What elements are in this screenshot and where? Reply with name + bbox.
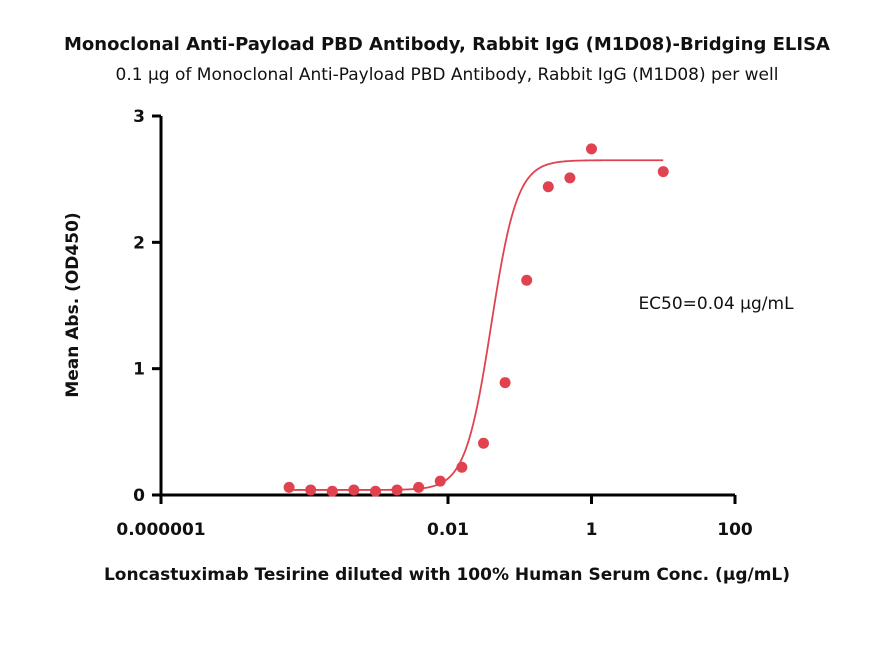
data-point (370, 485, 382, 497)
y-tick-label: 1 (133, 360, 145, 380)
x-tick-label: 0.000001 (116, 520, 205, 540)
data-point (456, 461, 468, 473)
fit-curve (289, 159, 664, 491)
data-point (283, 481, 295, 493)
y-tick-label: 0 (133, 486, 145, 506)
data-points-layer (283, 143, 669, 497)
data-point (657, 166, 669, 178)
data-point (305, 484, 317, 496)
data-point (521, 274, 533, 286)
data-point (391, 484, 403, 496)
data-point (434, 475, 446, 487)
data-point (478, 437, 490, 449)
data-point (326, 485, 338, 497)
data-point (413, 481, 425, 493)
y-tick-label: 2 (133, 233, 145, 253)
fit-curve-layer (289, 159, 664, 491)
chart-title: Monoclonal Anti-Payload PBD Antibody, Ra… (64, 34, 830, 55)
x-tick-label: 100 (717, 520, 753, 540)
ec50-annotation: EC50=0.04 µg/mL (638, 294, 794, 314)
chart-subtitle: 0.1 µg of Monoclonal Anti-Payload PBD An… (116, 65, 779, 85)
data-point (586, 143, 597, 155)
x-tick-label: 0.01 (427, 520, 469, 540)
y-axis-title: Mean Abs. (OD450) (63, 212, 83, 397)
x-tick-label: 1 (586, 520, 598, 540)
data-point (542, 181, 554, 193)
data-point (564, 172, 576, 184)
data-point (348, 484, 360, 496)
data-point (499, 377, 511, 389)
x-axis: 0.000001 0.01 1 100 (116, 493, 753, 540)
x-axis-title: Loncastuximab Tesirine diluted with 100%… (104, 565, 790, 585)
y-tick-label: 3 (133, 107, 145, 127)
y-axis: 0 1 2 3 (133, 107, 163, 506)
